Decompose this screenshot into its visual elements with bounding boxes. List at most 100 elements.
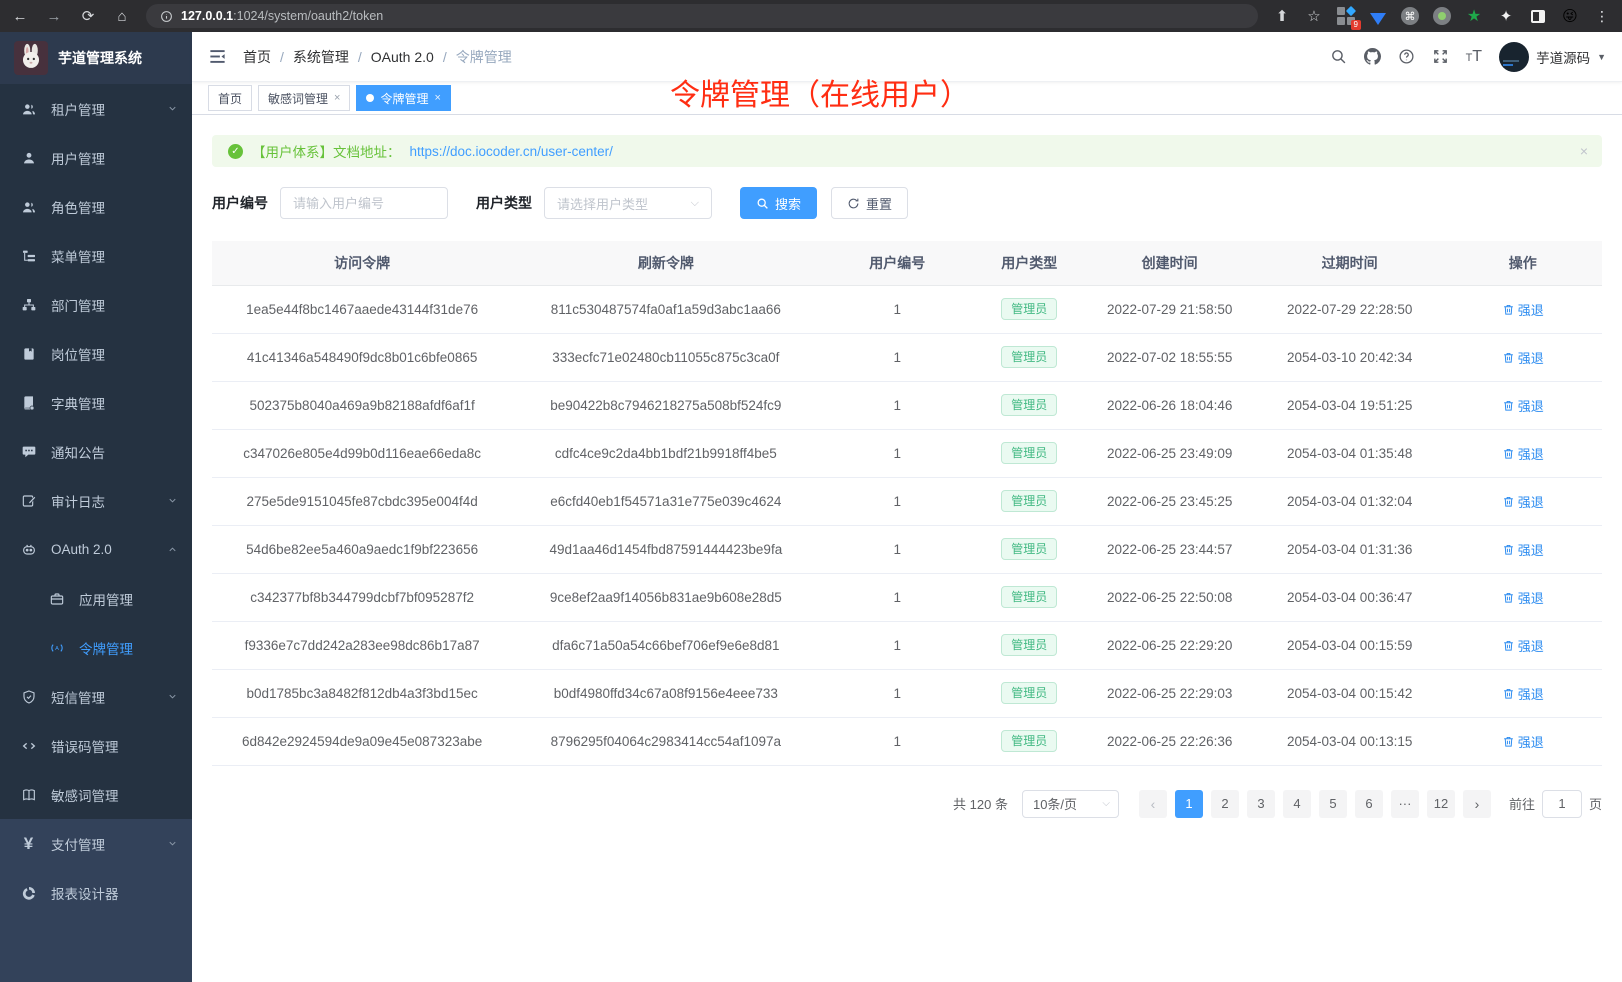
prev-page-button[interactable]: ‹ — [1138, 789, 1167, 818]
user-id-input[interactable] — [280, 187, 448, 219]
font-size-icon[interactable]: TT — [1465, 47, 1483, 65]
force-logout-button[interactable]: 强退 — [1502, 444, 1544, 463]
refresh-token-cell: e6cfd40eb1f54571a31e775e039c4624 — [512, 477, 820, 526]
page-button-5[interactable]: 5 — [1318, 789, 1347, 818]
force-logout-button[interactable]: 强退 — [1502, 732, 1544, 751]
alert-doc-link[interactable]: https://doc.iocoder.cn/user-center/ — [409, 143, 613, 159]
tab-home[interactable]: 首页 — [208, 85, 253, 111]
search-icon[interactable] — [1330, 48, 1347, 65]
tab-token[interactable]: 令牌管理 × — [356, 85, 451, 111]
user-type-tag: 管理员 — [1001, 586, 1058, 608]
user-type-cell: 管理员 — [975, 333, 1084, 382]
page-button-12[interactable]: 12 — [1426, 789, 1455, 818]
goto-page-input[interactable] — [1541, 789, 1582, 818]
people-icon — [20, 198, 37, 215]
extension-record-icon[interactable] — [1432, 6, 1452, 26]
sidebar-item-tenant[interactable]: 租户管理 — [0, 84, 192, 133]
sidebar-item-oauth2-token[interactable]: A 令牌管理 — [0, 623, 192, 672]
force-logout-button[interactable]: 强退 — [1502, 684, 1544, 703]
extension-command-icon[interactable]: ⌘ — [1400, 6, 1420, 26]
user-menu[interactable]: 芋道源码 ▼ — [1499, 41, 1606, 72]
force-logout-button[interactable]: 强退 — [1502, 540, 1544, 559]
user-type-select[interactable]: 请选择用户类型 ⌵ — [544, 187, 712, 219]
sidebar-item-oauth2-app[interactable]: 应用管理 — [0, 574, 192, 623]
share-icon[interactable]: ⬆ — [1275, 8, 1289, 25]
operation-cell: 强退 — [1443, 525, 1602, 574]
force-logout-button[interactable]: 强退 — [1502, 396, 1544, 415]
back-icon[interactable]: ← — [12, 7, 28, 25]
alert-close-icon[interactable]: × — [1579, 143, 1588, 159]
sidebar-item-post[interactable]: 岗位管理 — [0, 329, 192, 378]
page-button-1[interactable]: 1 — [1174, 789, 1203, 818]
force-logout-button[interactable]: 强退 — [1502, 588, 1544, 607]
caret-down-icon: ▼ — [1597, 51, 1606, 62]
forward-icon[interactable]: → — [46, 7, 62, 25]
close-icon[interactable]: × — [334, 92, 341, 104]
force-logout-button[interactable]: 强退 — [1502, 300, 1544, 319]
page-button-3[interactable]: 3 — [1246, 789, 1275, 818]
sidebar-item-report[interactable]: 报表设计器 — [0, 868, 192, 917]
access-token-cell: 1ea5e44f8bc1467aaede43144f31de76 — [212, 285, 513, 334]
sidebar-item-user[interactable]: 用户管理 — [0, 133, 192, 182]
sidebar-item-role[interactable]: 角色管理 — [0, 182, 192, 231]
sidebar-item-audit-log[interactable]: 审计日志 — [0, 476, 192, 525]
sidebar-item-dict[interactable]: 字典管理 — [0, 378, 192, 427]
sidebar-item-notice[interactable]: 通知公告 — [0, 427, 192, 476]
table-row: f9336e7c7dd242a283ee98dc86b17a87 dfa6c71a… — [212, 621, 1602, 670]
app-logo[interactable]: 芋道管理系统 — [0, 32, 192, 84]
breadcrumb-item[interactable]: 首页 — [243, 48, 271, 65]
operation-cell: 强退 — [1443, 333, 1602, 382]
sidebar-item-pay[interactable]: ¥ 支付管理 — [0, 819, 192, 868]
force-logout-button[interactable]: 强退 — [1502, 348, 1544, 367]
sidebar-item-dept[interactable]: 部门管理 — [0, 280, 192, 329]
home-icon[interactable]: ⌂ — [117, 7, 127, 25]
expire-time-cell: 2054-03-04 01:35:48 — [1255, 429, 1444, 478]
goto-label: 前往 — [1508, 797, 1535, 812]
more-pages-button[interactable]: ··· — [1390, 789, 1419, 818]
user-type-cell: 管理员 — [975, 429, 1084, 478]
extension-grid-icon[interactable]: 9 — [1336, 5, 1361, 30]
close-icon[interactable]: × — [434, 92, 441, 104]
page-button-4[interactable]: 4 — [1282, 789, 1311, 818]
sidebar-item-error-code[interactable]: 错误码管理 — [0, 721, 192, 770]
next-page-button[interactable]: › — [1462, 789, 1491, 818]
browser-toolbar: ← → ⟳ ⌂ 127.0.0.1:1024/system/oauth2/tok… — [0, 0, 1622, 32]
page-button-6[interactable]: 6 — [1354, 789, 1383, 818]
github-icon[interactable] — [1363, 48, 1381, 65]
sidebar-item-menu[interactable]: 菜单管理 — [0, 231, 192, 280]
user-type-cell: 管理员 — [975, 573, 1084, 622]
address-bar[interactable]: 127.0.0.1:1024/system/oauth2/token — [146, 4, 1258, 28]
breadcrumb-item[interactable]: 系统管理 — [292, 48, 349, 65]
reload-icon[interactable]: ⟳ — [81, 8, 95, 25]
force-logout-button[interactable]: 强退 — [1502, 492, 1544, 511]
user-id-cell: 1 — [819, 669, 976, 718]
table-row: 54d6be82ee5a460a9aedc1f9bf223656 49d1aa46… — [212, 525, 1602, 574]
access-token-cell: b0d1785bc3a8482f812db4a3f3bd15ec — [212, 669, 513, 718]
browser-menu-icon[interactable]: ⋮ — [1595, 7, 1609, 24]
trash-icon — [1502, 687, 1515, 700]
chat-icon — [20, 443, 37, 460]
extension-splitview-icon[interactable] — [1528, 6, 1548, 26]
extension-pinwheel-icon[interactable]: ✦ — [1499, 8, 1513, 25]
sidebar-item-sensitive[interactable]: 敏感词管理 — [0, 770, 192, 819]
access-token-cell: c347026e805e4d99b0d116eae66eda8c — [212, 429, 513, 478]
fullscreen-icon[interactable] — [1432, 48, 1449, 65]
breadcrumb-item[interactable]: OAuth 2.0 — [370, 48, 434, 65]
page-size-select[interactable]: 10条/页 ⌵ — [1021, 789, 1119, 818]
user-type-cell: 管理员 — [975, 477, 1084, 526]
sidebar-item-oauth2[interactable]: OAuth 2.0 — [0, 525, 192, 574]
help-icon[interactable] — [1398, 48, 1415, 65]
sidebar-item-sms[interactable]: 短信管理 — [0, 672, 192, 721]
tab-sensitive-words[interactable]: 敏感词管理 × — [258, 85, 351, 111]
bookmark-star-icon[interactable]: ☆ — [1307, 8, 1321, 25]
openbook-icon — [20, 786, 37, 803]
reset-button[interactable]: 重置 — [831, 187, 909, 219]
page-button-2[interactable]: 2 — [1210, 789, 1239, 818]
sidebar-collapse-icon[interactable] — [208, 47, 227, 66]
extension-gem-icon[interactable] — [1368, 6, 1388, 26]
code-icon — [20, 737, 37, 754]
extension-star-green-icon[interactable]: ★ — [1466, 8, 1482, 25]
search-button[interactable]: 搜索 — [740, 187, 818, 219]
extension-emoji-icon[interactable]: 😜 — [1562, 8, 1578, 25]
force-logout-button[interactable]: 强退 — [1502, 636, 1544, 655]
